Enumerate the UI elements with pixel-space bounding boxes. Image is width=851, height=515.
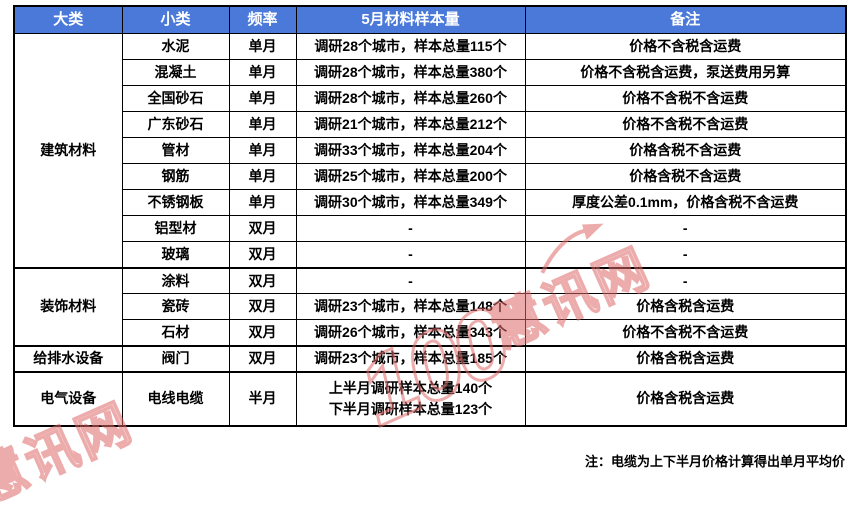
sample-size-cell: 调研25个城市，样本总量200个 (295, 163, 526, 190)
frequency-cell: 单月 (228, 111, 297, 138)
subcategory-cell: 铝型材 (121, 215, 230, 242)
remark-cell: - (524, 215, 847, 242)
remark-cell: 价格不含税不含运费 (524, 319, 847, 346)
table-row: 装饰材料 涂料 双月 - - (13, 266, 847, 346)
remark-cell: 价格含税不含运费 (524, 163, 847, 190)
subcategory-cell: 水泥 (121, 33, 230, 60)
frequency-cell: 双月 (228, 215, 297, 242)
remark-cell: 价格不含税不含运费 (524, 85, 847, 112)
subcategory-cell: 瓷砖 (121, 293, 230, 320)
subcategory-cell: 电线电缆 (121, 370, 230, 426)
sample-size-cell: 调研23个城市，样本总量185个 (295, 344, 526, 372)
category-cell: 装饰材料 (13, 266, 123, 346)
sample-size-cell: 上半月调研样本总量140个 下半月调研样本总量123个 (295, 370, 526, 426)
table-row: 管材 单月 调研33个城市，样本总量204个 价格含税不含运费 (14, 137, 847, 164)
sample-size-cell: - (295, 215, 526, 242)
sample-size-cell: 调研28个城市，样本总量380个 (295, 59, 526, 86)
col-header-sample-size: 5月材料样本量 (295, 5, 526, 34)
table-row: 不锈钢板 单月 调研30个城市，样本总量349个 厚度公差0.1mm，价格含税不… (14, 189, 847, 216)
table-row: 铝型材 双月 - - (14, 215, 847, 242)
category-cell: 电气设备 (13, 370, 123, 426)
materials-survey-table: 大类 小类 频率 5月材料样本量 备注 建筑材料 水泥 单月 调研28个城市，样… (13, 5, 847, 427)
subcategory-cell: 涂料 (121, 266, 230, 294)
subcategory-cell: 石材 (121, 319, 230, 346)
col-header-category: 大类 (13, 5, 123, 34)
table-row: 广东砂石 单月 调研21个城市，样本总量212个 价格不含税不含运费 (14, 111, 847, 138)
table-row: 钢筋 单月 调研25个城市，样本总量200个 价格含税不含运费 (14, 163, 847, 190)
table-row: 建筑材料 水泥 单月 调研28个城市，样本总量115个 价格不含税含运费 (13, 33, 847, 268)
sample-size-cell: - (295, 266, 526, 294)
remark-cell: 价格含税不含运费 (524, 137, 847, 164)
subcategory-cell: 混凝土 (121, 59, 230, 86)
footnote: 注：电缆为上下半月价格计算得出单月平均价 (584, 454, 845, 469)
sample-size-cell: - (295, 241, 526, 268)
sample-size-cell: 调研23个城市，样本总量148个 (295, 293, 526, 320)
header-row: 大类 小类 频率 5月材料样本量 备注 (13, 5, 847, 34)
subcategory-cell: 全国砂石 (121, 85, 230, 112)
col-header-frequency: 频率 (228, 5, 297, 34)
remark-cell: 价格不含税含运费，泵送费用另算 (524, 59, 847, 86)
subcategory-cell: 钢筋 (121, 163, 230, 190)
remark-cell: - (524, 241, 847, 268)
frequency-cell: 单月 (228, 137, 297, 164)
subcategory-cell: 阀门 (121, 344, 230, 372)
frequency-cell: 单月 (228, 33, 297, 60)
frequency-cell: 单月 (228, 163, 297, 190)
frequency-cell: 双月 (228, 344, 297, 372)
frequency-cell: 双月 (228, 266, 297, 294)
frequency-cell: 单月 (228, 189, 297, 216)
frequency-cell: 单月 (228, 85, 297, 112)
subcategory-cell: 管材 (121, 137, 230, 164)
sample-size-cell: 调研28个城市，样本总量260个 (295, 85, 526, 112)
table-row: 石材 双月 调研26个城市，样本总量343个 价格不含税不含运费 (14, 319, 847, 346)
frequency-cell: 双月 (228, 241, 297, 268)
category-cell: 建筑材料 (13, 33, 123, 268)
subcategory-cell: 玻璃 (121, 241, 230, 268)
remark-cell: 价格含税含运费 (524, 370, 847, 426)
sample-size-cell: 调研28个城市，样本总量115个 (295, 33, 526, 60)
table-row: 电气设备 电线电缆 半月 上半月调研样本总量140个 下半月调研样本总量123个… (13, 370, 847, 426)
sample-size-cell: 调研21个城市，样本总量212个 (295, 111, 526, 138)
sample-size-cell: 调研33个城市，样本总量204个 (295, 137, 526, 164)
remark-cell: 价格不含税不含运费 (524, 111, 847, 138)
table-row: 瓷砖 双月 调研23个城市，样本总量148个 价格含税含运费 (14, 293, 847, 320)
col-header-remark: 备注 (524, 5, 847, 34)
frequency-cell: 双月 (228, 319, 297, 346)
col-header-subcategory: 小类 (121, 5, 230, 34)
frequency-cell: 半月 (228, 370, 297, 426)
frequency-cell: 单月 (228, 59, 297, 86)
frequency-cell: 双月 (228, 293, 297, 320)
remark-cell: - (524, 266, 847, 294)
remark-cell: 价格含税含运费 (524, 293, 847, 320)
table-row: 混凝土 单月 调研28个城市，样本总量380个 价格不含税含运费，泵送费用另算 (14, 59, 847, 86)
remark-cell: 价格不含税含运费 (524, 33, 847, 60)
remark-cell: 价格含税含运费 (524, 344, 847, 372)
remark-cell: 厚度公差0.1mm，价格含税不含运费 (524, 189, 847, 216)
sample-size-cell: 调研30个城市，样本总量349个 (295, 189, 526, 216)
table-row: 全国砂石 单月 调研28个城市，样本总量260个 价格不含税不含运费 (14, 85, 847, 112)
subcategory-cell: 广东砂石 (121, 111, 230, 138)
table-row: 玻璃 双月 - - (14, 241, 847, 268)
category-cell: 给排水设备 (13, 344, 123, 372)
subcategory-cell: 不锈钢板 (121, 189, 230, 216)
table-row: 给排水设备 阀门 双月 调研23个城市，样本总量185个 价格含税含运费 (13, 344, 847, 372)
sample-size-cell: 调研26个城市，样本总量343个 (295, 319, 526, 346)
